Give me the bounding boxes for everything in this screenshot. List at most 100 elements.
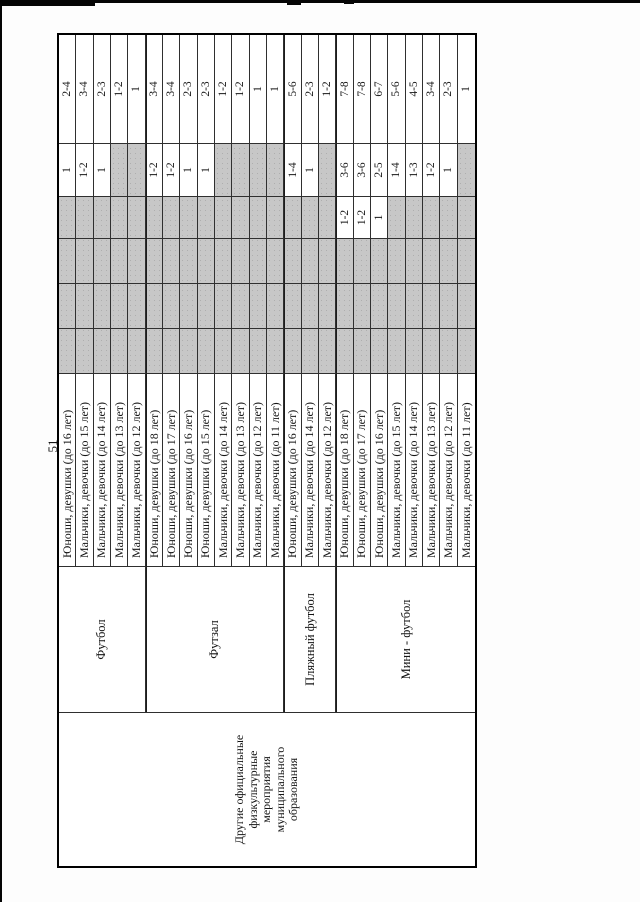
stage-cell: 3-4	[76, 35, 94, 143]
shaded-cell	[423, 283, 441, 328]
shaded-cell	[163, 238, 181, 283]
stage-value: 1-2	[234, 81, 247, 97]
shaded-cell	[128, 143, 146, 196]
stage-value: 2-3	[95, 81, 108, 97]
sport-name: Футзал	[207, 620, 222, 659]
shaded-cell	[457, 283, 475, 328]
shaded-cell	[128, 196, 146, 238]
stage-cell: 1	[371, 196, 389, 238]
stage-cell: 2-3	[180, 35, 198, 143]
age-cell: Юноши, девушки (до 15 лет)	[197, 373, 215, 566]
age-label: Юноши, девушки (до 16 лет)	[180, 409, 195, 558]
shaded-cell	[284, 196, 302, 238]
shaded-cell	[284, 328, 302, 373]
stage-value: 7-8	[355, 81, 368, 97]
sport-name: Пляжный футбол	[302, 593, 317, 686]
shaded-cell	[111, 328, 129, 373]
shaded-cell	[267, 238, 285, 283]
stage-cell: 1-4	[388, 143, 406, 196]
shaded-cell	[197, 328, 215, 373]
age-label: Мальчики, девочки (до 14 лет)	[406, 401, 421, 558]
stage-cell: 2-3	[301, 35, 319, 143]
stage-cell: 1	[128, 35, 146, 143]
stage-value: 1-3	[407, 162, 420, 178]
age-label: Юноши, девушки (до 18 лет)	[337, 409, 352, 558]
age-label: Юноши, девушки (до 16 лет)	[285, 409, 300, 558]
shaded-cell	[163, 328, 181, 373]
sport-name: Мини - футбол	[398, 599, 413, 680]
stage-cell: 3-4	[423, 35, 441, 143]
sport-cell: Футбол	[59, 566, 146, 712]
shaded-cell	[301, 238, 319, 283]
shaded-cell	[457, 143, 475, 196]
stage-cell: 2-3	[440, 35, 458, 143]
shaded-cell	[440, 196, 458, 238]
age-label: Юноши, девушки (до 18 лет)	[146, 409, 161, 558]
stage-value: 1	[442, 167, 455, 173]
age-label: Юноши, девушки (до 17 лет)	[163, 409, 178, 558]
shaded-cell	[267, 196, 285, 238]
shaded-cell	[457, 196, 475, 238]
shaded-cell	[284, 238, 302, 283]
shaded-cell	[388, 328, 406, 373]
shaded-cell	[249, 328, 267, 373]
scan-artifact	[287, 0, 301, 5]
age-label: Мальчики, девочки (до 11 лет)	[267, 402, 282, 558]
shaded-cell	[423, 328, 441, 373]
age-cell: Мальчики, девочки (до 14 лет)	[215, 373, 233, 566]
age-label: Мальчики, девочки (до 12 лет)	[440, 401, 455, 558]
stage-value: 1	[95, 167, 108, 173]
shaded-cell	[301, 283, 319, 328]
age-cell: Юноши, девушки (до 16 лет)	[371, 373, 389, 566]
shaded-cell	[319, 143, 337, 196]
stage-cell: 1	[59, 143, 77, 196]
stage-cell: 1	[249, 35, 267, 143]
age-label: Мальчики, девочки (до 11 лет)	[458, 402, 473, 558]
stage-value: 1	[303, 167, 316, 173]
shaded-cell	[301, 328, 319, 373]
stage-value: 1	[130, 86, 143, 92]
shaded-cell	[423, 238, 441, 283]
age-cell: Мальчики, девочки (до 12 лет)	[440, 373, 458, 566]
shaded-cell	[336, 238, 354, 283]
age-cell: Мальчики, девочки (до 11 лет)	[457, 373, 475, 566]
shaded-cell	[440, 328, 458, 373]
shaded-cell	[232, 328, 250, 373]
stage-cell: 3-4	[163, 35, 181, 143]
category-line: муниципального	[272, 746, 287, 833]
stage-cell: 2-4	[59, 35, 77, 143]
stage-value: 1-2	[78, 162, 91, 178]
shaded-cell	[59, 196, 77, 238]
age-label: Мальчики, девочки (до 13 лет)	[111, 401, 126, 558]
shaded-cell	[319, 283, 337, 328]
shaded-cell	[249, 283, 267, 328]
stage-value: 2-5	[373, 162, 386, 178]
stage-cell: 1-2	[353, 196, 371, 238]
shaded-cell	[145, 283, 163, 328]
stage-value: 1	[251, 86, 264, 92]
shaded-cell	[371, 283, 389, 328]
table-grid: Другие официальные физкультурные мероприят…	[59, 35, 475, 866]
stage-cell: 1	[440, 143, 458, 196]
shaded-cell	[76, 283, 94, 328]
shaded-cell	[180, 196, 198, 238]
shaded-cell	[388, 238, 406, 283]
age-cell: Мальчики, девочки (до 12 лет)	[128, 373, 146, 566]
age-cell: Мальчики, девочки (до 15 лет)	[76, 373, 94, 566]
shaded-cell	[180, 238, 198, 283]
stage-value: 1-2	[321, 81, 334, 97]
stage-value: 1	[373, 214, 386, 221]
stage-cell: 1-2	[163, 143, 181, 196]
age-cell: Юноши, девушки (до 17 лет)	[353, 373, 371, 566]
shaded-cell	[405, 196, 423, 238]
stage-value: 3-4	[78, 81, 91, 97]
age-label: Юноши, девушки (до 16 лет)	[59, 409, 74, 558]
age-cell: Мальчики, девочки (до 14 лет)	[93, 373, 111, 566]
shaded-cell	[232, 196, 250, 238]
stage-value: 3-6	[355, 162, 368, 178]
stage-cell: 1-2	[423, 143, 441, 196]
category-cell: Другие официальные физкультурные мероприят…	[59, 712, 475, 866]
shaded-cell	[232, 238, 250, 283]
sport-cell: Пляжный футбол	[284, 566, 337, 712]
age-cell: Юноши, девушки (до 16 лет)	[180, 373, 198, 566]
